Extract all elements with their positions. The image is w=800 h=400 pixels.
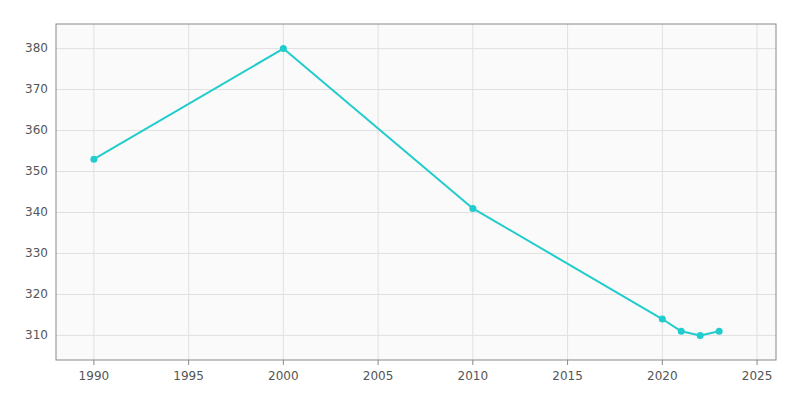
y-tick-label: 310 — [25, 328, 48, 342]
x-tick-mark — [188, 360, 189, 365]
x-tick-mark — [93, 360, 94, 365]
point — [659, 316, 666, 323]
x-grid-line — [757, 24, 758, 360]
y-tick-label: 360 — [25, 123, 48, 137]
plot-background — [56, 24, 776, 360]
x-tick-label: 2015 — [552, 369, 583, 383]
axes: 310 320 330 340 350 360 370 380 1990 1995 2000 2005… — [25, 24, 776, 383]
x-tick-label: 2025 — [742, 369, 773, 383]
series — [90, 45, 722, 339]
grid — [56, 24, 776, 360]
point — [697, 332, 704, 339]
x-grid-line — [283, 24, 284, 360]
chart-svg: 310 320 330 340 350 360 370 380 1990 1995 2000 2005… — [0, 0, 800, 400]
chart-container: 310 320 330 340 350 360 370 380 1990 1995 2000 2005… — [0, 0, 800, 400]
point — [716, 328, 723, 335]
x-tick-mark — [378, 360, 379, 365]
y-grid-line — [56, 130, 776, 131]
point — [280, 45, 287, 52]
line — [94, 49, 719, 336]
y-grid-line — [56, 171, 776, 172]
x-tick-mark — [283, 360, 284, 365]
point — [678, 328, 685, 335]
x-tick-mark — [662, 360, 663, 365]
y-grid-line — [56, 48, 776, 49]
y-tick-label: 350 — [25, 164, 48, 178]
y-grid-line — [56, 253, 776, 254]
y-grid-line — [56, 335, 776, 336]
x-grid-line — [188, 24, 189, 360]
x-tick-label: 1995 — [173, 369, 204, 383]
y-grid-line — [56, 294, 776, 295]
y-tick-label: 370 — [25, 82, 48, 96]
x-tick-mark — [757, 360, 758, 365]
plot-frame — [56, 24, 776, 360]
x-tick-label: 2020 — [647, 369, 678, 383]
y-tick-label: 320 — [25, 287, 48, 301]
y-tick-label: 340 — [25, 205, 48, 219]
x-tick-mark — [472, 360, 473, 365]
x-grid-line — [567, 24, 568, 360]
x-tick-label: 1990 — [79, 369, 110, 383]
y-grid-line — [56, 89, 776, 90]
x-tick-label: 2000 — [268, 369, 299, 383]
x-grid-line — [93, 24, 94, 360]
y-tick-label: 380 — [25, 41, 48, 55]
x-tick-label: 2005 — [363, 369, 394, 383]
x-grid-line — [378, 24, 379, 360]
x-grid-line — [472, 24, 473, 360]
point — [90, 156, 97, 163]
x-tick-mark — [567, 360, 568, 365]
point — [469, 205, 476, 212]
y-tick-label: 330 — [25, 246, 48, 260]
x-grid-line — [662, 24, 663, 360]
x-tick-label: 2010 — [458, 369, 489, 383]
y-grid-line — [56, 212, 776, 213]
